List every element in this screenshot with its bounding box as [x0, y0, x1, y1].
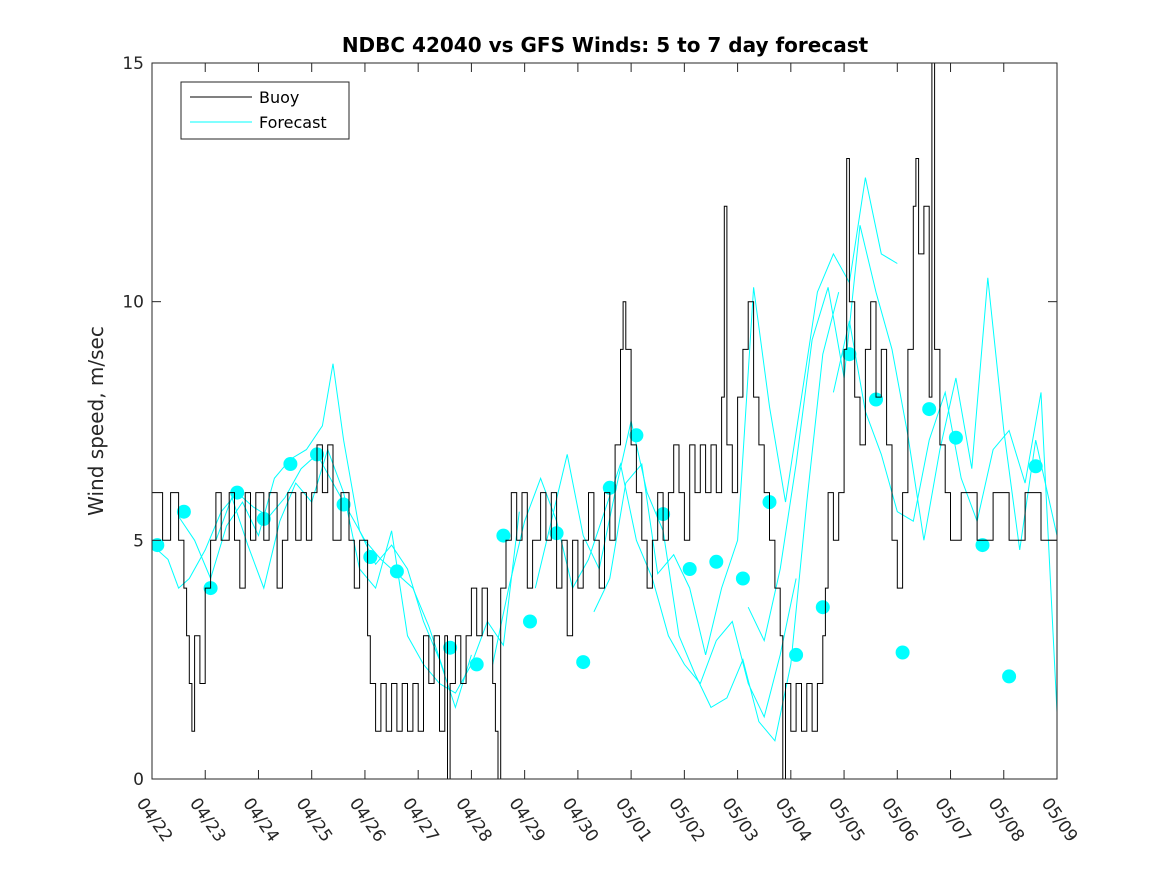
x-tick-label-8: 04/30 [558, 794, 602, 846]
forecast-marker-8 [363, 550, 378, 564]
x-tick-label-2: 04/24 [238, 794, 282, 846]
x-tick-label-17: 05/09 [1037, 794, 1081, 846]
forecast-marker-31 [1002, 669, 1017, 684]
x-tick-label-15: 05/07 [930, 794, 974, 846]
forecast-run-line-7 [832, 320, 1057, 713]
forecast-marker-9 [389, 564, 404, 579]
x-tick-label-1: 04/23 [185, 794, 229, 846]
y-axis-label: Wind speed, m/sec [84, 326, 108, 516]
x-tick-label-14: 05/06 [877, 794, 921, 846]
plot-frame [151, 62, 1058, 780]
forecast-marker-23 [789, 647, 804, 662]
x-tick-label-12: 05/04 [771, 794, 815, 846]
x-tick-label-16: 05/08 [984, 794, 1028, 846]
x-tick-label-7: 04/29 [505, 794, 549, 846]
legend-label-buoy: Buoy [259, 88, 299, 107]
forecast-marker-25 [842, 347, 857, 362]
plot-area [152, 63, 1057, 779]
forecast-marker-3 [230, 485, 245, 500]
chart-title: NDBC 42040 vs GFS Winds: 5 to 7 day fore… [342, 33, 869, 57]
forecast-marker-21 [735, 571, 750, 586]
y-tick-label-3: 15 [122, 54, 144, 74]
forecast-marker-26 [869, 392, 883, 407]
forecast-marker-7 [336, 497, 351, 512]
forecast-marker-15 [576, 655, 591, 670]
forecast-marker-12 [496, 528, 511, 543]
forecast-marker-27 [895, 645, 910, 660]
x-tick-label-0: 04/22 [132, 794, 176, 846]
x-tick-label-5: 04/27 [398, 794, 442, 846]
forecast-run-line-6 [747, 225, 1057, 643]
forecast-marker-1 [176, 504, 191, 519]
forecast-marker-13 [523, 614, 537, 629]
legend-box [180, 81, 350, 140]
x-tick-label-6: 04/28 [451, 794, 495, 846]
forecast-marker-28 [922, 402, 937, 417]
y-tick-label-1: 5 [133, 531, 144, 551]
y-tick-label-0: 0 [133, 770, 144, 790]
x-tick-label-9: 05/01 [611, 794, 655, 846]
forecast-marker-11 [469, 657, 484, 672]
forecast-marker-19 [682, 562, 697, 576]
forecast-run-line-0 [152, 453, 446, 675]
legend-label-forecast: Forecast [259, 113, 327, 132]
forecast-marker-24 [815, 600, 830, 615]
x-tick-label-11: 05/03 [717, 794, 761, 846]
y-tick-label-2: 10 [122, 293, 144, 313]
x-tick-label-3: 04/25 [292, 794, 336, 846]
forecast-marker-20 [709, 554, 724, 569]
x-tick-label-4: 04/26 [345, 794, 389, 846]
forecast-marker-29 [948, 430, 963, 445]
buoy-line [152, 63, 1057, 779]
forecast-marker-17 [629, 428, 644, 443]
forecast-marker-10 [443, 640, 458, 655]
forecast-run-line-4 [534, 291, 840, 742]
forecast-series [152, 177, 1057, 742]
forecast-marker-5 [283, 457, 298, 471]
forecast-marker-0 [152, 538, 165, 553]
legend: Buoy Forecast [180, 81, 350, 140]
forecast-marker-30 [975, 538, 990, 553]
x-tick-label-13: 05/05 [824, 794, 868, 846]
forecast-run-line-1 [178, 363, 472, 710]
x-tick-label-10: 05/02 [664, 794, 708, 846]
forecast-marker-32 [1028, 459, 1043, 474]
forecast-marker-16 [602, 480, 617, 495]
forecast-run-line-3 [492, 462, 797, 719]
buoy-series [152, 63, 1057, 779]
